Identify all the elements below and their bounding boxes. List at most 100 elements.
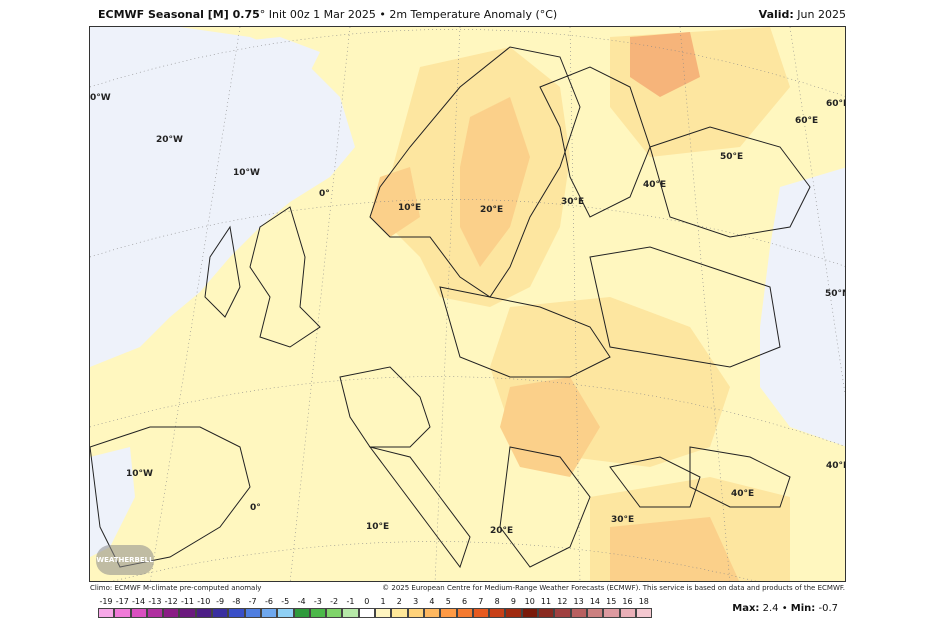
lon-label-10w-south: 10°W xyxy=(126,469,153,479)
max-value: 2.4 xyxy=(762,603,779,614)
lon-label-10e-south: 10°E xyxy=(366,522,390,532)
lon-label-20w: 20°W xyxy=(156,135,183,145)
colorbar-step: -11 xyxy=(179,597,196,621)
warmer-region-sweden xyxy=(460,97,530,267)
colorbar-tick-label: -5 xyxy=(281,597,290,606)
colorbar-swatch xyxy=(538,608,555,618)
colorbar-tick-label: -4 xyxy=(297,597,306,606)
lon-label-20e: 20°E xyxy=(480,205,504,215)
colorbar-tick-label: -12 xyxy=(164,597,178,606)
colorbar-tick-label: 5 xyxy=(445,597,451,606)
max-min-readout: Max: 2.4 • Min: -0.7 xyxy=(732,603,838,614)
colorbar-swatch xyxy=(554,608,571,618)
colorbar-swatch xyxy=(635,608,653,618)
colorbar-step: 9 xyxy=(505,597,522,621)
cool-region-atlantic xyxy=(90,27,355,367)
colorbar-tick-label: 10 xyxy=(524,597,535,606)
lon-label-30e: 30°E xyxy=(561,197,585,207)
colorbar-legend: -19 -17 -14 -13 -12 -11 -10 -9 -8 -7 -6 -5 -4 -3 -2 -1 0… xyxy=(98,597,653,621)
colorbar-swatch xyxy=(163,608,180,618)
colorbar-tick-label: -6 xyxy=(264,597,273,606)
min-label: Min: xyxy=(790,603,816,614)
colorbar-step: -6 xyxy=(260,597,278,621)
colorbar-swatch xyxy=(586,608,604,618)
graticule xyxy=(90,27,845,581)
colorbar-tick-label: 0 xyxy=(364,597,370,606)
colorbar-swatch xyxy=(440,608,457,618)
colorbar-tick-label: -3 xyxy=(313,597,322,606)
colorbar-swatch xyxy=(260,608,278,618)
valid-date: Valid: Jun 2025 xyxy=(759,8,846,21)
colorbar-tick-label: -2 xyxy=(330,597,339,606)
colorbar-swatch xyxy=(342,608,359,618)
warmer-region-norway xyxy=(370,167,420,237)
colorbar-step: 2 xyxy=(391,597,408,621)
colorbar-step: -1 xyxy=(342,597,359,621)
colorbar-swatch xyxy=(146,608,164,618)
colorbar-step: 6 xyxy=(456,597,473,621)
colorbar-swatch xyxy=(130,608,147,618)
colorbar-tick-label: -7 xyxy=(248,597,257,606)
colorbar-step: 11 xyxy=(538,597,555,621)
colorbar-tick-label: -9 xyxy=(216,597,225,606)
colorbar-swatch xyxy=(423,608,441,618)
colorbar-tick-label: 6 xyxy=(461,597,468,606)
colorbar-tick-label: 3 xyxy=(413,597,419,606)
colorbar-step: 0 xyxy=(358,597,376,621)
anomaly-map[interactable]: 0°W 20°W 10°W 0° 10°E 20°E 30°E 40°E 50°… xyxy=(89,26,846,582)
colorbar-tick-label: 14 xyxy=(589,597,600,606)
colorbar-swatch xyxy=(505,608,522,618)
lon-label-0-south: 0° xyxy=(250,503,261,513)
map-title: ECMWF Seasonal [M] 0.75° Init 00z 1 Mar … xyxy=(98,8,557,21)
colorbar-step: 14 xyxy=(586,597,604,621)
colorbar-step: 8 xyxy=(489,597,506,621)
colorbar-swatch xyxy=(114,608,131,618)
colorbar-tick-label: 2 xyxy=(396,597,402,606)
colorbar-tick-label: -17 xyxy=(115,597,129,606)
colorbar-tick-label: 11 xyxy=(540,597,552,606)
colorbar-swatch xyxy=(521,608,539,618)
min-value: -0.7 xyxy=(818,603,838,614)
cool-region-iceland xyxy=(185,37,320,97)
colorbar-step: 18 xyxy=(635,597,653,621)
colorbar-swatch xyxy=(358,608,376,618)
colorbar-swatch xyxy=(212,608,229,618)
ecmwf-credit: © 2025 European Centre for Medium-Range … xyxy=(382,584,845,592)
colorbar-step: 10 xyxy=(521,597,539,621)
colorbar-step: 5 xyxy=(440,597,457,621)
colorbar-tick-label: 13 xyxy=(573,597,584,606)
colorbar-step: -19 xyxy=(98,597,115,621)
lon-label-10e: 10°E xyxy=(398,203,422,213)
title-details: Init 00z 1 Mar 2025 • 2m Temperature Ano… xyxy=(265,8,558,21)
colorbar-tick-label: 15 xyxy=(606,597,617,606)
colorbar-tick-label: 4 xyxy=(429,597,435,606)
colorbar-tick-label: 12 xyxy=(557,597,568,606)
colorbar-step: -2 xyxy=(326,597,343,621)
degree-sign: ° xyxy=(259,8,266,21)
colorbar-step: -9 xyxy=(212,597,229,621)
colorbar-step: -7 xyxy=(244,597,261,621)
colorbar-step: -14 xyxy=(130,597,147,621)
warmer-region-balkans xyxy=(500,377,600,477)
colorbar-step: -3 xyxy=(309,597,327,621)
lon-label-50e: 50°E xyxy=(720,152,744,162)
warmest-region-anatolia xyxy=(610,517,740,581)
colorbar-swatch xyxy=(456,608,473,618)
colorbar-step: -4 xyxy=(293,597,310,621)
colorbar-tick-label: 8 xyxy=(494,597,500,606)
colorbar-step: 15 xyxy=(603,597,620,621)
colorbar-step: 3 xyxy=(407,597,424,621)
colorbar-swatch xyxy=(293,608,310,618)
colorbar-swatch xyxy=(391,608,408,618)
colorbar-swatch xyxy=(244,608,261,618)
colorbar-tick-label: 16 xyxy=(622,597,633,606)
colorbar-swatch xyxy=(375,608,392,618)
colorbar-swatch xyxy=(277,608,294,618)
valid-label: Valid: xyxy=(758,8,794,21)
colorbar-swatch xyxy=(309,608,327,618)
lat-label-40n: 40°N xyxy=(826,461,845,471)
lat-label-50n: 50°N xyxy=(825,289,845,299)
colorbar-swatch xyxy=(619,608,636,618)
separator: • xyxy=(778,603,791,614)
colorbar-tick-label: -8 xyxy=(232,597,241,606)
